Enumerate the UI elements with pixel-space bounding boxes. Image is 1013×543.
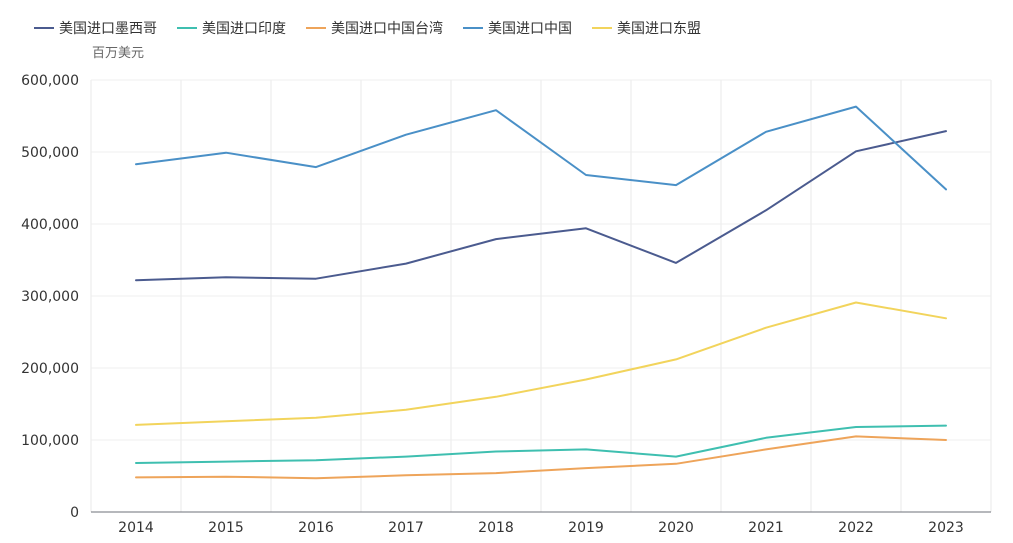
y-axis-unit-label: 百万美元 — [92, 46, 144, 61]
y-tick-label: 200,000 — [21, 361, 79, 377]
x-tick-label: 2020 — [658, 520, 694, 536]
legend-label: 美国进口印度 — [202, 21, 286, 37]
x-tick-label: 2018 — [478, 520, 514, 536]
legend-item-2[interactable]: 美国进口中国台湾 — [306, 20, 443, 37]
series-line-4[interactable] — [135, 301, 947, 426]
chart-legend[interactable]: 美国进口墨西哥 美国进口印度 美国进口中国台湾 美国进口中国 美国进口东盟 — [34, 20, 701, 37]
series-line-2[interactable] — [135, 435, 947, 480]
series-line-3[interactable] — [135, 105, 947, 191]
legend-item-4[interactable]: 美国进口东盟 — [592, 21, 701, 37]
x-tick-label: 2021 — [748, 520, 784, 536]
y-tick-label: 500,000 — [21, 145, 79, 161]
legend-item-0[interactable]: 美国进口墨西哥 — [34, 21, 157, 37]
x-tick-label: 2015 — [208, 520, 244, 536]
legend-label: 美国进口东盟 — [617, 21, 701, 37]
legend-item-1[interactable]: 美国进口印度 — [177, 21, 286, 37]
y-tick-label: 400,000 — [21, 217, 79, 233]
series-lines — [135, 105, 947, 480]
legend-item-3[interactable]: 美国进口中国 — [463, 21, 572, 37]
x-tick-label: 2016 — [298, 520, 334, 536]
legend-label: 美国进口中国 — [488, 21, 572, 37]
gridlines — [90, 79, 992, 512]
x-tick-label: 2019 — [568, 520, 604, 536]
y-tick-label: 600,000 — [21, 73, 79, 89]
y-tick-label: 300,000 — [21, 289, 79, 305]
series-line-0[interactable] — [135, 130, 947, 282]
x-tick-label: 2023 — [928, 520, 964, 536]
legend-label: 美国进口中国台湾 — [331, 20, 443, 37]
x-tick-label: 2022 — [838, 520, 874, 536]
y-tick-label: 0 — [70, 505, 79, 521]
x-tick-label: 2017 — [388, 520, 424, 536]
axes: 0 100,000 200,000 300,000 400,000 500,000 600,… — [21, 73, 991, 536]
x-tick-label: 2014 — [118, 520, 154, 536]
series-line-1[interactable] — [135, 424, 947, 464]
legend-label: 美国进口墨西哥 — [59, 21, 157, 37]
y-tick-label: 100,000 — [21, 433, 79, 449]
